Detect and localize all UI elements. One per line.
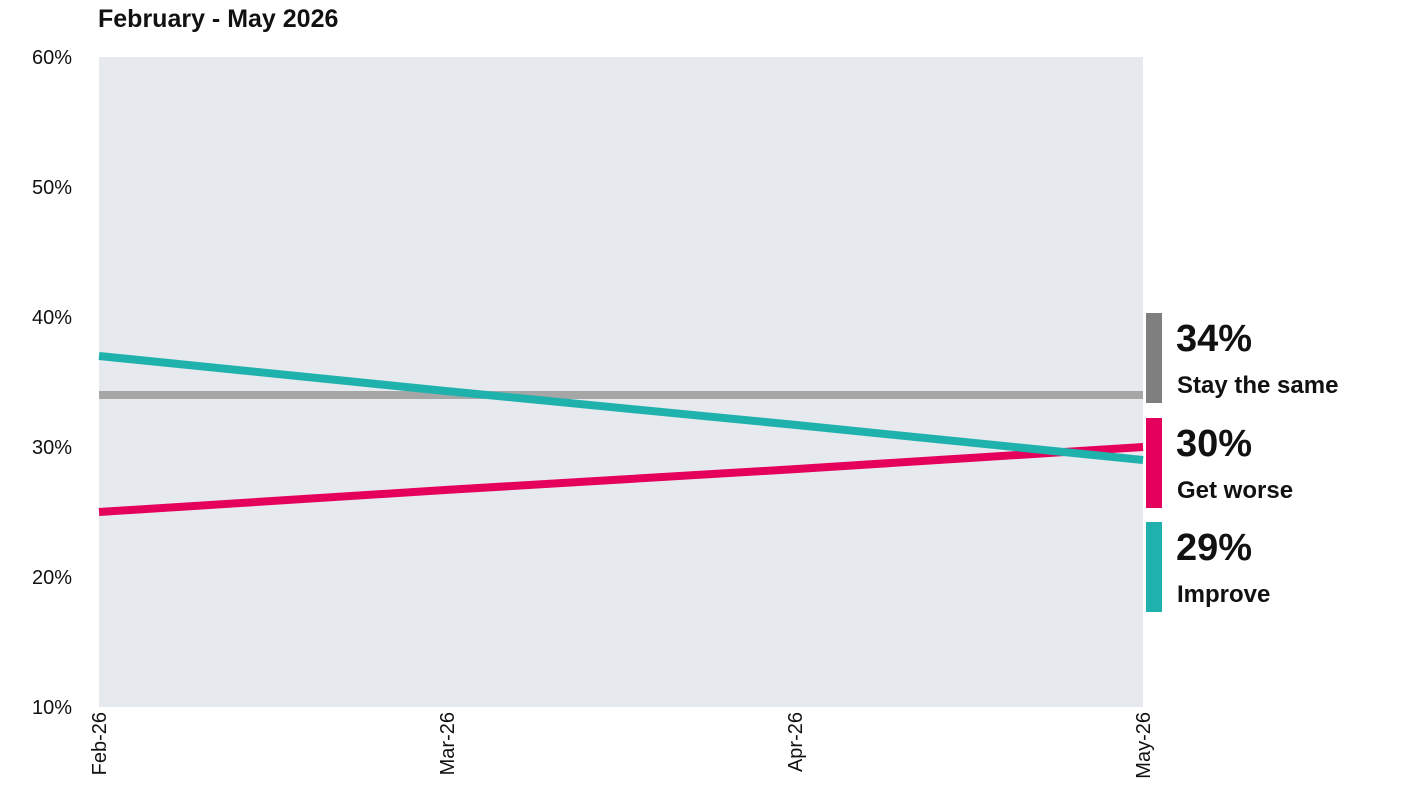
y-tick-label: 60% [32, 47, 72, 69]
x-tick-label: Feb-26 [89, 712, 111, 775]
series-line-get-worse [98, 443, 1144, 516]
series-line-improve [98, 352, 1144, 464]
series-name-label-get-worse: Get worse [1177, 477, 1293, 504]
x-tick-label: Mar-26 [437, 712, 459, 775]
y-tick-label: 10% [32, 697, 72, 719]
legend-marker-get-worse [1146, 418, 1162, 508]
y-axis: 10% 20% 30% 40% 50% 60% [32, 47, 72, 719]
chart-title: February - May 2026 [98, 5, 339, 33]
y-tick-label: 50% [32, 177, 72, 199]
end-labels: 34% Stay the same 30% Get worse 29% Improve [1146, 313, 1338, 612]
legend-marker-stay-the-same [1146, 313, 1162, 403]
end-value-label-improve: 29% [1176, 527, 1252, 569]
y-tick-label: 30% [32, 437, 72, 459]
x-axis: Feb-26 Mar-26 Apr-26 May-26 [89, 712, 1155, 779]
x-tick-label: May-26 [1133, 712, 1155, 779]
series-lines [98, 352, 1144, 516]
plot-area [99, 57, 1143, 707]
x-tick-label: Apr-26 [785, 712, 807, 772]
series-name-label-stay-the-same: Stay the same [1177, 372, 1338, 399]
series-name-label-improve: Improve [1177, 581, 1270, 608]
y-tick-label: 20% [32, 567, 72, 589]
end-value-label-get-worse: 30% [1176, 423, 1252, 465]
legend-marker-improve [1146, 522, 1162, 612]
y-tick-label: 40% [32, 307, 72, 329]
end-value-label-stay-the-same: 34% [1176, 318, 1252, 360]
